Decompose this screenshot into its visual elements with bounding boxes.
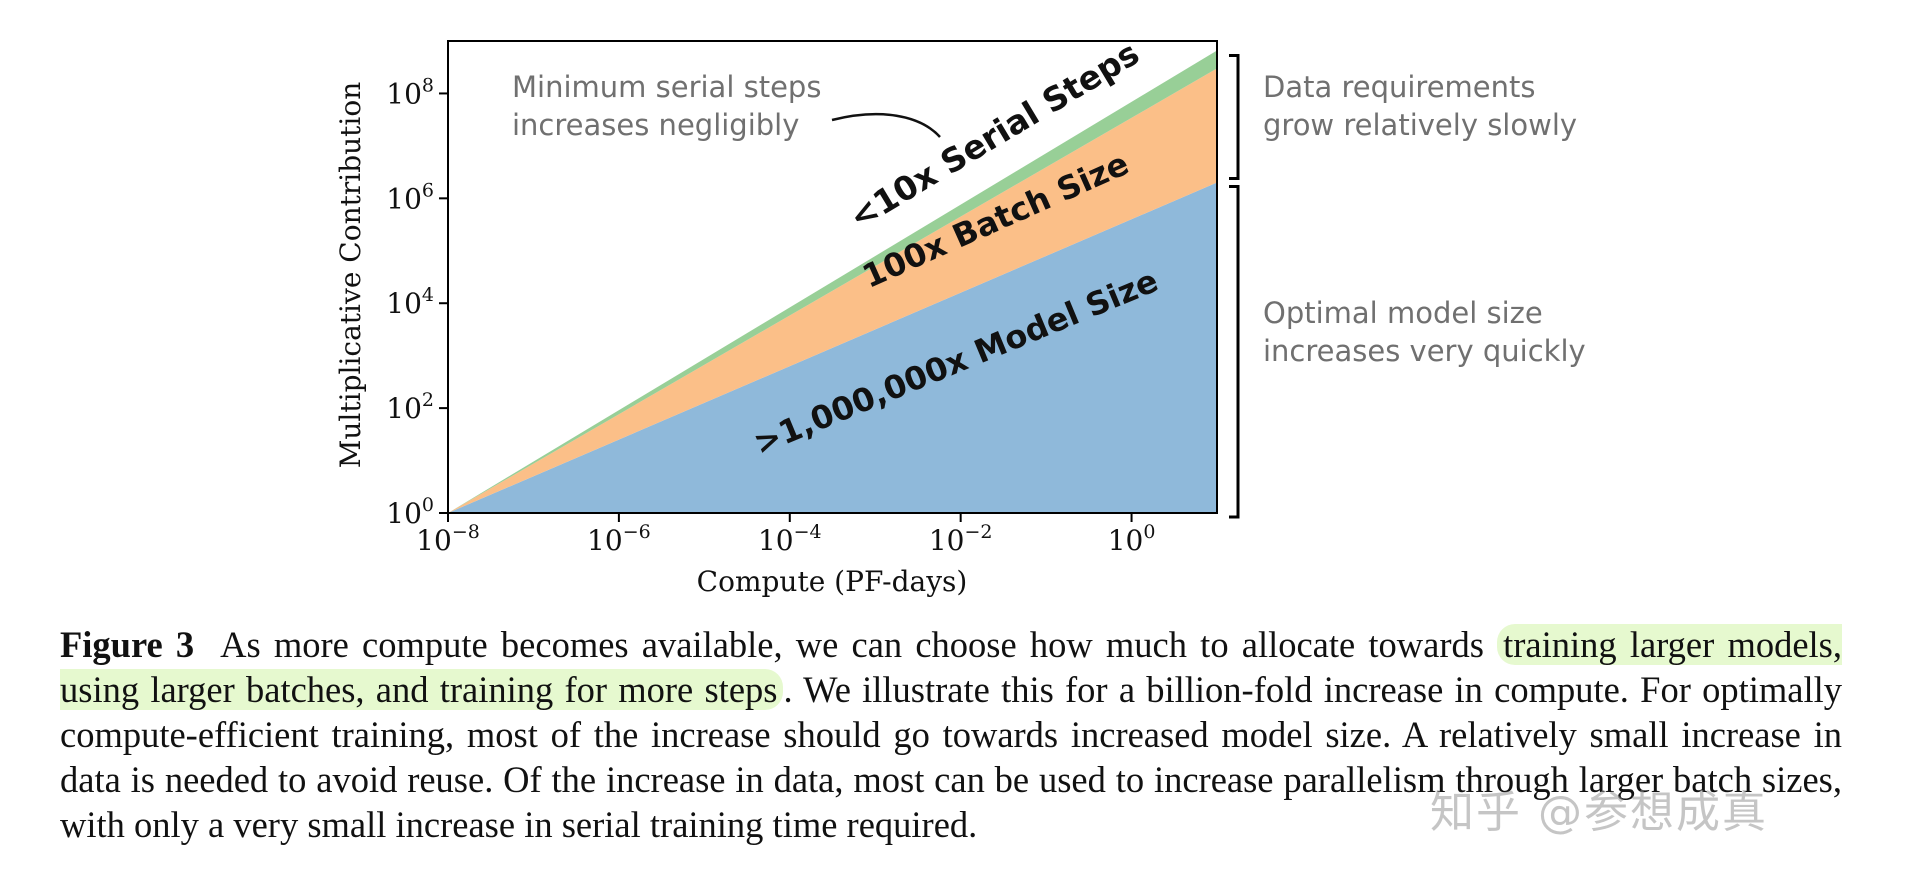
area-serial-steps bbox=[448, 50, 1217, 513]
annotation-data-line: Data requirements bbox=[1263, 70, 1536, 104]
x-axis-label: Compute (PF-days) bbox=[697, 565, 968, 598]
x-tick-label: 10−4 bbox=[758, 521, 822, 557]
brace-model bbox=[1229, 185, 1240, 519]
annotation-data-line: grow relatively slowly bbox=[1263, 108, 1577, 142]
y-tick-label: 100 bbox=[386, 494, 434, 530]
x-tick-label: 10−6 bbox=[587, 521, 651, 557]
x-axis-ticks: 10−8 10−6 10−4 10−2 100 bbox=[416, 513, 1155, 557]
annotations: Minimum serial steps increases negligibly… bbox=[512, 70, 1586, 368]
y-tick-label: 102 bbox=[386, 389, 434, 425]
annotation-pointer bbox=[831, 113, 941, 138]
y-axis-ticks: 100 102 104 106 108 bbox=[386, 74, 448, 530]
annotation-serial-line: increases negligibly bbox=[512, 108, 799, 142]
y-tick-label: 104 bbox=[386, 284, 434, 320]
y-tick-label: 108 bbox=[386, 74, 434, 110]
brace-data bbox=[1229, 53, 1240, 181]
x-tick-label: 10−8 bbox=[416, 521, 480, 557]
caption-text-before: As more compute becomes available, we ca… bbox=[220, 624, 1498, 665]
x-tick-label: 100 bbox=[1108, 521, 1156, 557]
y-axis-label: Multiplicative Contribution bbox=[334, 82, 367, 469]
annotation-model-line: increases very quickly bbox=[1263, 334, 1586, 368]
braces bbox=[1229, 53, 1240, 519]
caption-text-after: . We illustrate this for a billion-fold … bbox=[60, 669, 1842, 845]
figure-caption: Figure 3 As more compute becomes availabl… bbox=[60, 622, 1842, 847]
watermark: 知乎 @参想成真 bbox=[1430, 787, 1768, 838]
annotation-serial-line: Minimum serial steps bbox=[512, 70, 821, 104]
y-tick-label: 106 bbox=[386, 179, 434, 215]
area-model-size bbox=[448, 182, 1217, 513]
caption-label: Figure 3 bbox=[60, 624, 195, 665]
stacked-areas bbox=[448, 50, 1217, 513]
plot-frame bbox=[447, 40, 1218, 514]
x-tick-label: 10−2 bbox=[929, 521, 993, 557]
scaling-chart: 10−8 10−6 10−4 10−2 100 100 102 104 106 108 Comp… bbox=[334, 33, 1586, 598]
annotation-model-line: Optimal model size bbox=[1263, 296, 1543, 330]
